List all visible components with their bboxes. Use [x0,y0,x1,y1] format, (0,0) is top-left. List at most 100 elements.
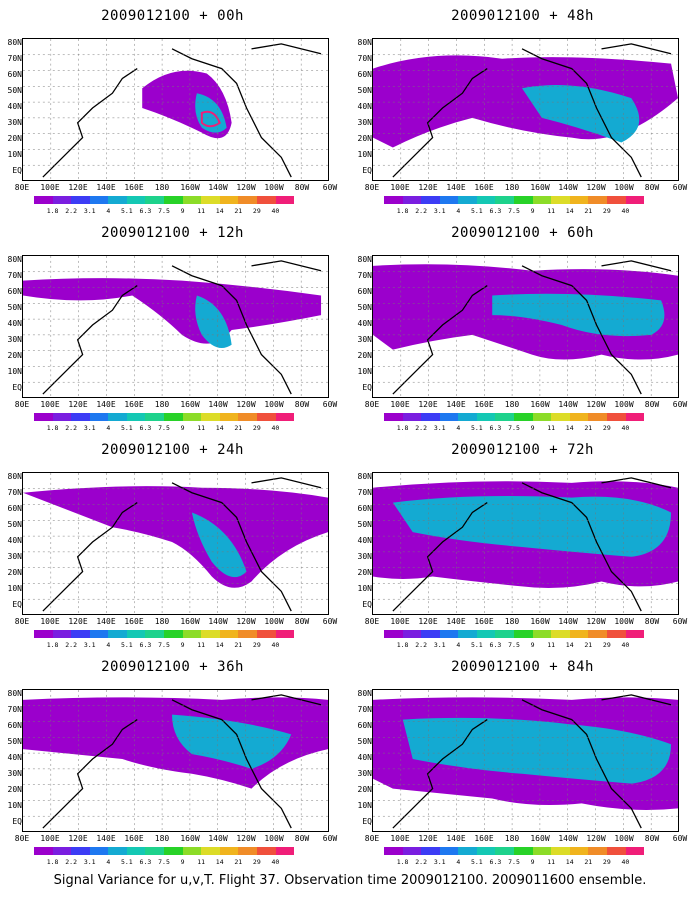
colorbar [34,847,295,855]
colorbar-labels: 1.8 2.2 3.1 4 5.1 6.3 7.5 9 11 14 21 29 40 [384,424,644,432]
lon-label: 160E [124,183,144,192]
lat-label: 20N [7,785,22,794]
lat-label: 50N [357,520,372,529]
colorbar [384,196,645,204]
colorbar-label: 21 [584,424,593,432]
lon-label: 80E [14,400,30,409]
colorbar-swatch [52,630,72,638]
colorbar-swatch [569,630,589,638]
colorbar-swatch [439,413,459,421]
lat-label: 40N [357,102,372,111]
colorbar-label: 21 [584,858,593,866]
lat-label: 30N [357,335,372,344]
colorbar-labels: 1.8 2.2 3.1 4 5.1 6.3 7.5 9 11 14 21 29 40 [384,207,644,215]
colorbar-label: 40 [271,858,280,866]
colorbar-swatch [495,847,515,855]
colorbar-swatch [421,847,440,855]
colorbar-swatch [219,196,239,204]
colorbar-swatch [402,630,422,638]
colorbar-label: 9 [180,858,185,866]
colorbar-swatch [89,847,109,855]
lat-label: 20N [357,134,372,143]
colorbar-label: 5.1 [470,424,483,432]
colorbar-swatch [421,413,440,421]
colorbar-swatch [108,847,127,855]
colorbar-label: 5.1 [120,424,133,432]
lon-label: 80E [14,834,30,843]
colorbar-label: 7.5 [158,858,170,866]
lon-label: 120W [236,400,256,409]
map-plot [372,472,679,615]
colorbar-swatch [606,630,626,638]
colorbar-swatch [402,196,422,204]
lon-label: 180 [504,834,520,843]
lon-label: 120E [418,834,438,843]
lat-label: EQ [362,166,372,175]
colorbar-swatch [108,196,127,204]
lon-label: 80W [294,183,310,192]
variance-field [23,256,328,397]
colorbar-swatch [495,413,515,421]
colorbar-labels: 1.8 2.2 3.1 4 5.1 6.3 7.5 9 11 14 21 29 40 [384,858,644,866]
colorbar-label: 5.1 [470,858,483,866]
colorbar-swatch [402,413,422,421]
lon-label: 120E [418,400,438,409]
colorbar-label: 21 [234,207,243,215]
lon-label: 140W [208,617,228,626]
lon-label: 100W [264,617,284,626]
lon-label: 120E [68,183,88,192]
colorbar-swatch [495,196,515,204]
colorbar-label: 3.1 [83,207,96,215]
lat-label: 30N [357,552,372,561]
colorbar-swatch [588,413,607,421]
colorbar-label: 40 [271,641,280,649]
colorbar-label: 2.2 [415,858,428,866]
lat-label: 50N [7,520,22,529]
lon-label: 80E [364,834,380,843]
colorbar-label: 11 [197,858,206,866]
colorbar-swatch [476,847,496,855]
lat-label: 70N [357,705,372,714]
panel-title: 2009012100 + 60h [451,225,594,241]
lon-label: 100W [614,400,634,409]
variance-field [373,690,678,831]
variance-field [373,473,678,614]
colorbar-swatch [108,630,127,638]
colorbar-swatch [625,630,645,638]
lat-label: 20N [357,351,372,360]
lat-label: 50N [7,303,22,312]
lat-label: 60N [7,287,22,296]
panel-title: 2009012100 + 48h [451,8,594,24]
lon-label: 100E [390,183,410,192]
lon-label: 80E [364,400,380,409]
colorbar-label: 40 [271,424,280,432]
colorbar-swatch [569,847,589,855]
lon-label: 100E [40,400,60,409]
colorbar-swatch [52,413,72,421]
map-panel: 2009012100 + 72h 80N 70N 60N 50N 40N 30N… [350,434,695,654]
colorbar-swatch [275,847,295,855]
lon-label: 120E [68,400,88,409]
colorbar-swatch [164,196,183,204]
lat-label: 60N [357,287,372,296]
colorbar-swatch [514,196,533,204]
lat-label: 50N [357,86,372,95]
colorbar [34,413,295,421]
colorbar-labels: 1.8 2.2 3.1 4 5.1 6.3 7.5 9 11 14 21 29 40 [34,858,294,866]
colorbar-label: 7.5 [508,858,520,866]
longitude-axis: 80E 100E 120E 140E 160E 180 160W 140W 12… [358,183,688,193]
lat-label: 40N [7,102,22,111]
lon-label: 100E [40,617,60,626]
lon-label: 120E [68,834,88,843]
lon-label: 60W [322,400,338,409]
colorbar-label: 6.3 [139,207,152,215]
figure-caption: Signal Variance for u,v,T. Flight 37. Ob… [53,873,647,888]
colorbar-swatch [606,196,626,204]
colorbar-swatch [219,630,239,638]
lat-label: EQ [12,600,22,609]
lat-label: 20N [7,568,22,577]
colorbar-label: 4 [106,641,111,649]
colorbar-swatch [238,196,257,204]
lon-label: 80W [644,834,660,843]
lat-label: 30N [7,552,22,561]
